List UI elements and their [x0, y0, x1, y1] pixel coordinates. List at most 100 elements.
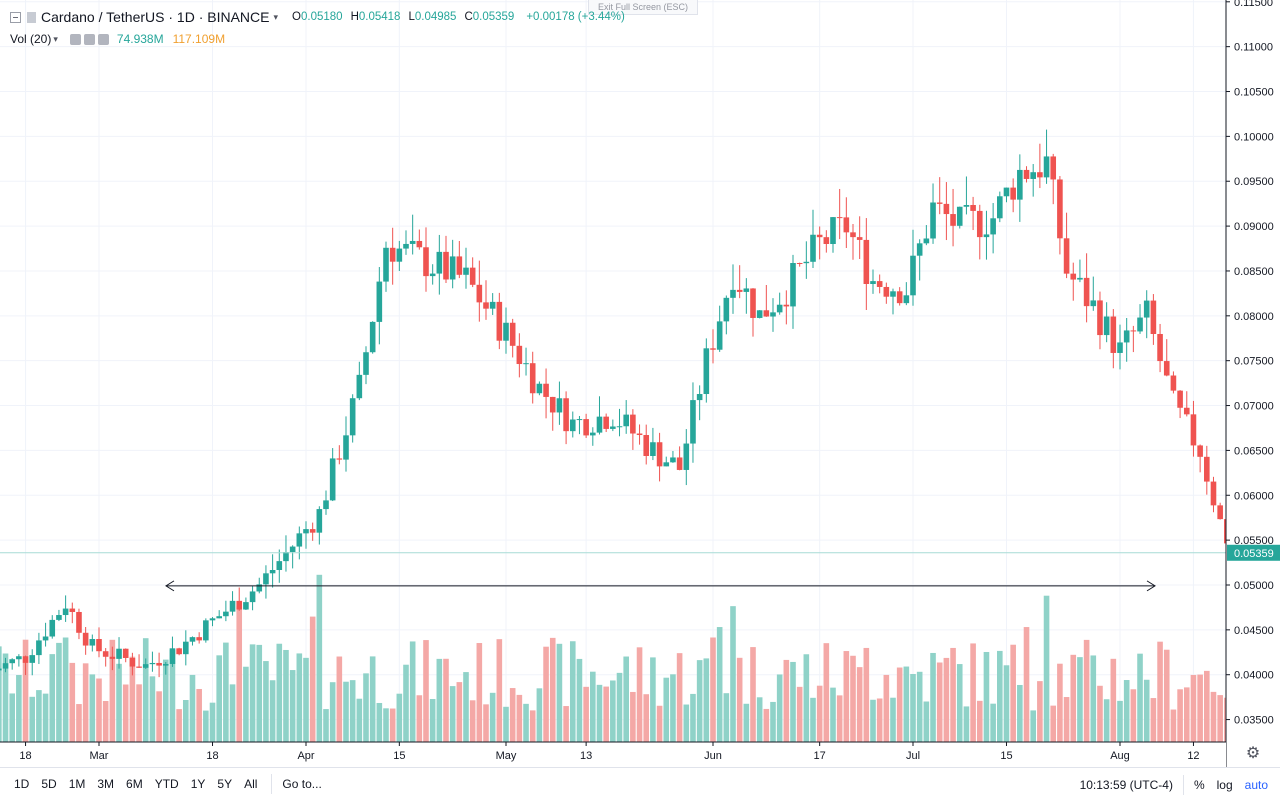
candle-body[interactable] — [476, 284, 483, 303]
candlestick-chart[interactable]: 0.11500 0.11000 0.10500 0.10000 0.09500 0.090… — [0, 0, 1280, 767]
candle-body[interactable] — [149, 662, 156, 665]
candle-body[interactable] — [1123, 330, 1130, 343]
range-button-ytd[interactable]: YTD — [154, 777, 179, 791]
candle-body[interactable] — [603, 416, 609, 429]
candle-body[interactable] — [1163, 361, 1170, 376]
candle-body[interactable] — [449, 256, 456, 280]
candle-body[interactable] — [997, 196, 1003, 219]
candle-body[interactable] — [1037, 172, 1043, 178]
candle-body[interactable] — [236, 600, 243, 610]
candle-body[interactable] — [396, 248, 403, 262]
candle-body[interactable] — [1183, 407, 1190, 415]
candle-body[interactable] — [369, 321, 376, 353]
candle-body[interactable] — [1137, 317, 1143, 332]
range-button-6m[interactable]: 6M — [126, 777, 143, 791]
candle-body[interactable] — [142, 664, 149, 668]
candle-body[interactable] — [830, 217, 836, 244]
candle-body[interactable] — [683, 443, 690, 470]
candle-body[interactable] — [616, 426, 623, 428]
candle-body[interactable] — [249, 591, 256, 603]
candle-body[interactable] — [736, 289, 743, 292]
candle-body[interactable] — [289, 546, 296, 553]
candle-body[interactable] — [169, 648, 176, 664]
candle-body[interactable] — [803, 261, 810, 264]
exit-full-screen-button[interactable]: Exit Full Screen (ESC) — [588, 0, 698, 15]
candle-body[interactable] — [1217, 505, 1223, 520]
candle-body[interactable] — [810, 234, 816, 262]
candle-body[interactable] — [696, 394, 703, 401]
candle-body[interactable] — [516, 345, 523, 365]
candle-body[interactable] — [256, 584, 263, 592]
candle-body[interactable] — [750, 288, 756, 318]
candle-body[interactable] — [56, 615, 62, 620]
candle-body[interactable] — [216, 616, 222, 619]
candle-body[interactable] — [903, 295, 910, 304]
candle-body[interactable] — [1030, 172, 1036, 179]
candle-body[interactable] — [536, 383, 543, 394]
candle-body[interactable] — [183, 641, 189, 655]
candle-body[interactable] — [543, 383, 549, 397]
candle-body[interactable] — [189, 637, 196, 642]
candle-body[interactable] — [1043, 156, 1050, 178]
candle-body[interactable] — [383, 247, 389, 282]
gear-icon[interactable] — [83, 33, 95, 45]
candle-body[interactable] — [269, 570, 276, 574]
candle-body[interactable] — [116, 648, 122, 659]
candle-body[interactable] — [349, 398, 356, 436]
candle-body[interactable] — [743, 288, 750, 292]
candle-body[interactable] — [730, 289, 736, 298]
candle-body[interactable] — [690, 400, 696, 444]
candle-body[interactable] — [1050, 156, 1057, 180]
candle-body[interactable] — [276, 561, 283, 571]
candle-body[interactable] — [630, 414, 636, 434]
candle-body[interactable] — [763, 310, 770, 317]
candle-body[interactable] — [36, 640, 42, 656]
candle-body[interactable] — [209, 618, 216, 621]
candle-body[interactable] — [496, 301, 503, 341]
gear-icon[interactable]: ⚙ — [1245, 745, 1261, 762]
candle-body[interactable] — [936, 202, 943, 204]
candle-body[interactable] — [102, 651, 109, 657]
candle-body[interactable] — [22, 656, 29, 663]
candle-body[interactable] — [42, 636, 49, 641]
candle-body[interactable] — [916, 243, 923, 256]
candle-body[interactable] — [910, 255, 916, 296]
candle-body[interactable] — [883, 286, 890, 297]
candle-body[interactable] — [716, 321, 723, 350]
candle-body[interactable] — [69, 608, 76, 612]
candle-body[interactable] — [356, 374, 363, 399]
candle-body[interactable] — [429, 273, 436, 277]
candle-body[interactable] — [663, 462, 670, 467]
time-axis[interactable] — [0, 742, 1226, 768]
candle-body[interactable] — [1117, 342, 1123, 353]
candle-body[interactable] — [970, 205, 976, 211]
candle-body[interactable] — [950, 214, 956, 226]
candle-body[interactable] — [1210, 481, 1217, 506]
candle-body[interactable] — [963, 205, 970, 207]
candle-body[interactable] — [856, 237, 863, 240]
log-toggle[interactable]: log — [1216, 777, 1233, 792]
candle-body[interactable] — [223, 611, 229, 617]
candle-body[interactable] — [590, 432, 596, 436]
candle-body[interactable] — [363, 352, 369, 375]
candle-body[interactable] — [1063, 238, 1070, 274]
candle-body[interactable] — [243, 602, 249, 610]
price-axis[interactable] — [1226, 0, 1280, 742]
candle-body[interactable] — [263, 573, 269, 585]
candle-body[interactable] — [456, 256, 463, 275]
candle-body[interactable] — [309, 529, 316, 533]
candle-body[interactable] — [2, 663, 9, 669]
candle-body[interactable] — [823, 237, 830, 244]
candle-body[interactable] — [336, 458, 343, 460]
candle-body[interactable] — [0, 668, 2, 671]
candle-body[interactable] — [409, 240, 416, 244]
chevron-down-icon[interactable]: ▾ — [53, 33, 58, 44]
candle-body[interactable] — [229, 600, 236, 612]
candle-body[interactable] — [343, 435, 349, 460]
close-icon[interactable] — [97, 33, 109, 45]
candle-body[interactable] — [816, 234, 823, 238]
candle-body[interactable] — [610, 426, 616, 429]
candle-body[interactable] — [469, 267, 476, 285]
candle-body[interactable] — [636, 433, 643, 436]
candle-body[interactable] — [316, 509, 323, 533]
